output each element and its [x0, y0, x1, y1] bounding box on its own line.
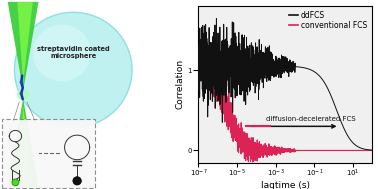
- Ellipse shape: [20, 81, 23, 83]
- Polygon shape: [17, 2, 33, 83]
- Circle shape: [73, 177, 81, 185]
- Circle shape: [12, 179, 19, 186]
- Polygon shape: [17, 106, 33, 187]
- Circle shape: [33, 25, 91, 81]
- Circle shape: [14, 12, 132, 128]
- Ellipse shape: [20, 92, 23, 95]
- Y-axis label: Correlation: Correlation: [176, 59, 185, 109]
- X-axis label: lagtime (s): lagtime (s): [261, 181, 310, 189]
- Text: streptavidin coated
microsphere: streptavidin coated microsphere: [37, 46, 110, 59]
- Legend: ddFCS, conventional FCS: ddFCS, conventional FCS: [288, 9, 369, 32]
- FancyBboxPatch shape: [2, 119, 95, 188]
- Polygon shape: [8, 98, 39, 187]
- Ellipse shape: [17, 89, 29, 100]
- Text: diffusion-decelerated FCS: diffusion-decelerated FCS: [266, 115, 355, 122]
- Polygon shape: [8, 2, 39, 91]
